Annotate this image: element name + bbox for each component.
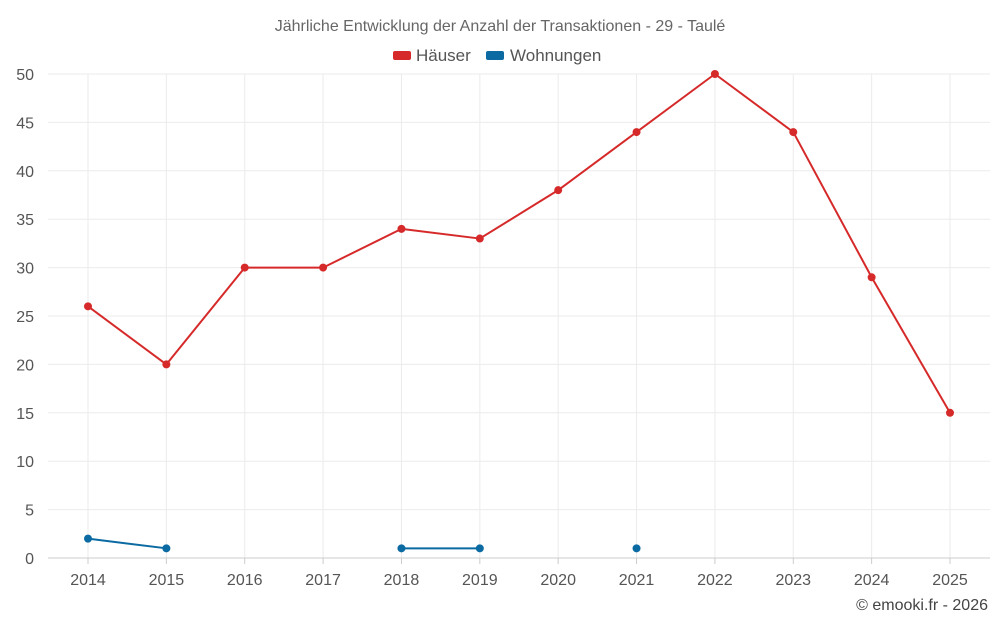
data-point-haeuser[interactable]	[475, 234, 484, 243]
series-line-segment-haeuser	[87, 305, 168, 366]
x-tick-label: 2016	[227, 572, 263, 589]
x-tick-label: 2014	[70, 572, 106, 589]
data-point-haeuser[interactable]	[84, 302, 92, 311]
x-tick-label: 2017	[305, 572, 341, 589]
chart-title: Jährliche Entwicklung der Anzahl der Tra…	[275, 18, 726, 35]
data-point-wohnungen[interactable]	[162, 544, 171, 553]
legend-label-haeuser: Häuser	[416, 46, 471, 65]
data-point-haeuser[interactable]	[946, 408, 954, 417]
y-tick-label: 15	[16, 406, 34, 423]
x-axis-ticks: 2014 2015 2016 2017 2018 2019 2020 2021 2022 2023…	[70, 558, 968, 589]
data-point-haeuser[interactable]	[554, 186, 563, 195]
y-tick-label: 0	[25, 551, 34, 568]
series-wohnungen	[84, 534, 641, 553]
legend-swatch-haeuser	[393, 51, 411, 60]
series	[84, 70, 954, 553]
y-tick-label: 20	[16, 357, 34, 374]
legend-label-wohnungen: Wohnungen	[510, 46, 601, 65]
grid	[48, 73, 990, 558]
series-line-segment-haeuser	[870, 276, 951, 414]
x-tick-label: 2019	[462, 572, 498, 589]
x-tick-label: 2021	[619, 572, 655, 589]
y-tick-label: 10	[16, 454, 34, 471]
data-point-wohnungen[interactable]	[475, 544, 484, 553]
data-point-haeuser[interactable]	[397, 224, 406, 233]
series-line-segment-haeuser	[400, 227, 481, 240]
data-point-haeuser[interactable]	[632, 128, 641, 137]
x-tick-label: 2015	[149, 572, 185, 589]
series-line-segment-wohnungen	[87, 537, 168, 550]
y-axis-ticks: 0 5 10 15 20 25 30 35 40 45 50	[16, 67, 34, 568]
series-line-segment-haeuser	[792, 131, 873, 279]
x-tick-label: 2025	[932, 572, 968, 589]
data-point-haeuser[interactable]	[162, 360, 171, 369]
data-point-haeuser[interactable]	[867, 273, 876, 282]
data-point-haeuser[interactable]	[240, 263, 249, 272]
y-tick-label: 50	[16, 67, 34, 84]
data-point-haeuser[interactable]	[710, 70, 719, 78]
legend-swatch-wohnungen	[486, 51, 504, 60]
y-tick-label: 5	[25, 503, 34, 520]
copyright: © emooki.fr - 2026	[856, 597, 988, 614]
data-point-wohnungen[interactable]	[397, 544, 406, 553]
data-point-wohnungen[interactable]	[632, 544, 641, 553]
x-tick-label: 2024	[854, 572, 890, 589]
data-point-wohnungen[interactable]	[84, 534, 92, 543]
legend: Häuser Wohnungen	[393, 46, 601, 65]
x-tick-label: 2020	[540, 572, 576, 589]
series-line-segment-haeuser	[165, 266, 246, 366]
x-tick-label: 2018	[384, 572, 420, 589]
series-line-segment-haeuser	[713, 73, 795, 134]
y-tick-label: 45	[16, 115, 34, 132]
y-tick-label: 35	[16, 212, 34, 229]
y-tick-label: 25	[16, 309, 34, 326]
x-tick-label: 2023	[775, 572, 811, 589]
series-haeuser	[84, 70, 954, 417]
data-point-haeuser[interactable]	[319, 263, 328, 272]
y-tick-label: 30	[16, 261, 34, 278]
legend-item-wohnungen[interactable]: Wohnungen	[486, 46, 601, 65]
series-line-segment-haeuser	[478, 189, 560, 240]
x-tick-label: 2022	[697, 572, 733, 589]
series-line-segment-haeuser	[322, 227, 403, 269]
y-tick-label: 40	[16, 164, 34, 181]
data-point-haeuser[interactable]	[789, 128, 798, 137]
legend-item-haeuser[interactable]: Häuser	[393, 46, 471, 65]
series-line-segment-haeuser	[635, 73, 716, 134]
series-line-segment-haeuser	[557, 131, 638, 192]
